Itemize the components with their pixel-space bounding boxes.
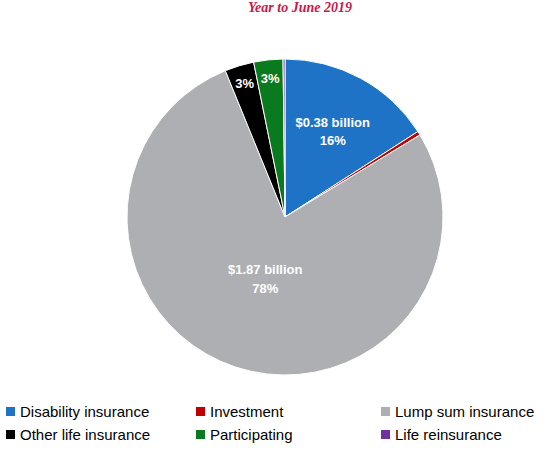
html-text:Disability insurance: Disability insurance bbox=[20, 403, 150, 420]
html-text:Participating: Participating bbox=[210, 426, 293, 443]
html-text:Lump sum insurance: Lump sum insurance bbox=[395, 403, 535, 420]
svg-text:3%: 3% bbox=[261, 71, 280, 86]
svg-text:$0.38 billion16%: $0.38 billion16% bbox=[295, 115, 369, 148]
html-text:Life reinsurance: Life reinsurance bbox=[395, 426, 502, 443]
html-text:Other life insurance: Other life insurance bbox=[20, 426, 151, 443]
svg-text:3%: 3% bbox=[235, 76, 254, 91]
svg-text:$1.87 billion78%: $1.87 billion78% bbox=[228, 262, 302, 295]
html-text:Year to June 2019: Year to June 2019 bbox=[248, 0, 352, 15]
html-text:Investment: Investment bbox=[210, 403, 284, 420]
